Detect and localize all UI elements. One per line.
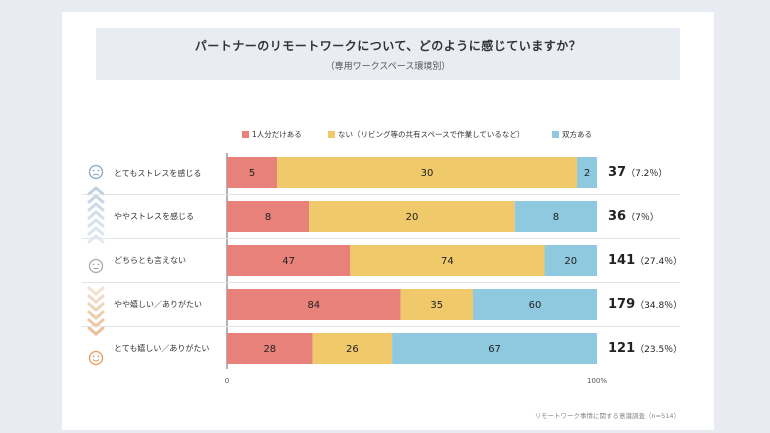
data-label-none-2: 74	[441, 256, 454, 267]
bar-segment-alone-1	[227, 201, 310, 232]
data-label-alone-2: 47	[282, 256, 295, 267]
total-value-neutral: 141	[608, 253, 636, 268]
bar-segment-both-0	[577, 157, 597, 188]
bar-segment-alone-4	[227, 333, 313, 364]
x-tick-label-100: 100%	[587, 377, 607, 385]
total-very-happy: 121（23.5％）	[608, 341, 682, 356]
chart-card: パートナーのリモートワークについて、どのように感じていますか？ （専用ワークスペ…	[62, 12, 714, 430]
total-very-stressed: 37（7.2％）	[608, 165, 667, 180]
data-label-both-0: 2	[584, 168, 590, 179]
legend: 1人分だけある ない（リビング等の共有スペースで作業しているなど） 双方ある	[242, 129, 642, 143]
total-percent-somewhat-stressed: （7％）	[626, 213, 659, 223]
category-label-neutral: どちらとも言えない	[114, 256, 186, 265]
legend-label-none: ない（リビング等の共有スペースで作業しているなど）	[338, 130, 525, 139]
category-label-very-stressed: とてもストレスを感じる	[114, 169, 202, 178]
x-tick-label-0: 0	[225, 377, 229, 385]
data-label-alone-1: 8	[265, 212, 271, 223]
total-somewhat-stressed: 36（7％）	[608, 209, 659, 224]
total-neutral: 141（27.4％）	[608, 253, 682, 268]
bar-segment-none-2	[350, 245, 545, 276]
bar-segment-both-3	[472, 289, 597, 320]
total-value-somewhat-happy: 179	[608, 297, 636, 312]
bar-segment-both-4	[392, 333, 597, 364]
bar-segment-alone-3	[227, 289, 401, 320]
total-value-somewhat-stressed: 36	[608, 209, 627, 224]
legend-swatch-both	[552, 131, 559, 138]
chevron-down-icon	[87, 286, 105, 336]
total-value-very-happy: 121	[608, 341, 636, 356]
legend-swatch-none	[328, 131, 335, 138]
category-label-somewhat-stressed: ややストレスを感じる	[114, 212, 194, 221]
bar-segment-both-2	[544, 245, 597, 276]
source-footnote: リモートワーク事情に関する意識調査（n=514）	[534, 412, 680, 420]
total-somewhat-happy: 179（34.8％）	[608, 297, 682, 312]
data-label-alone-0: 5	[249, 168, 255, 179]
legend-swatch-alone	[242, 131, 249, 138]
total-percent-neutral: （27.4％）	[635, 257, 683, 267]
data-label-alone-3: 84	[307, 300, 320, 311]
chart-subtitle: （専用ワークスペース環境別）	[325, 62, 451, 72]
total-value-very-stressed: 37	[608, 165, 627, 180]
bar-segment-none-4	[312, 333, 393, 364]
data-label-none-1: 20	[406, 212, 419, 223]
data-label-both-3: 60	[529, 300, 542, 311]
data-label-none-0: 30	[421, 168, 434, 179]
stressed-face-icon	[88, 164, 104, 180]
chart-title: パートナーのリモートワークについて、どのように感じていますか？	[194, 39, 582, 53]
bar-segment-none-1	[309, 201, 515, 232]
neutral-face-icon	[88, 258, 104, 274]
sentiment-icons	[87, 164, 105, 366]
category-label-very-happy: とても嬉しい／ありがたい	[114, 344, 210, 353]
happy-face-icon	[88, 350, 104, 366]
bar-segment-alone-0	[227, 157, 277, 188]
total-percent-very-happy: （23.5％）	[635, 345, 683, 355]
bar-segment-alone-2	[227, 245, 351, 276]
data-label-alone-4: 28	[263, 344, 276, 355]
legend-label-alone: 1人分だけある	[252, 130, 302, 139]
data-label-none-3: 35	[430, 300, 443, 311]
total-percent-very-stressed: （7.2％）	[626, 169, 668, 179]
bar-segment-both-1	[514, 201, 597, 232]
legend-item-none: ない（リビング等の共有スペースで作業しているなど）	[328, 129, 524, 140]
title-box: パートナーのリモートワークについて、どのように感じていますか？ （専用ワークスペ…	[96, 28, 680, 80]
bar-segment-none-3	[400, 289, 473, 320]
legend-item-alone: 1人分だけある	[242, 129, 302, 140]
data-label-both-2: 20	[564, 256, 577, 267]
chevron-up-icon	[87, 186, 105, 244]
category-label-somewhat-happy: やや嬉しい／ありがたい	[114, 300, 202, 309]
legend-item-both: 双方ある	[552, 129, 592, 140]
legend-label-both: 双方ある	[562, 130, 592, 139]
data-label-both-1: 8	[553, 212, 559, 223]
data-label-both-4: 67	[488, 344, 501, 355]
bar-segment-none-0	[277, 157, 577, 188]
total-percent-somewhat-happy: （34.8％）	[635, 301, 683, 311]
data-label-none-4: 26	[346, 344, 359, 355]
